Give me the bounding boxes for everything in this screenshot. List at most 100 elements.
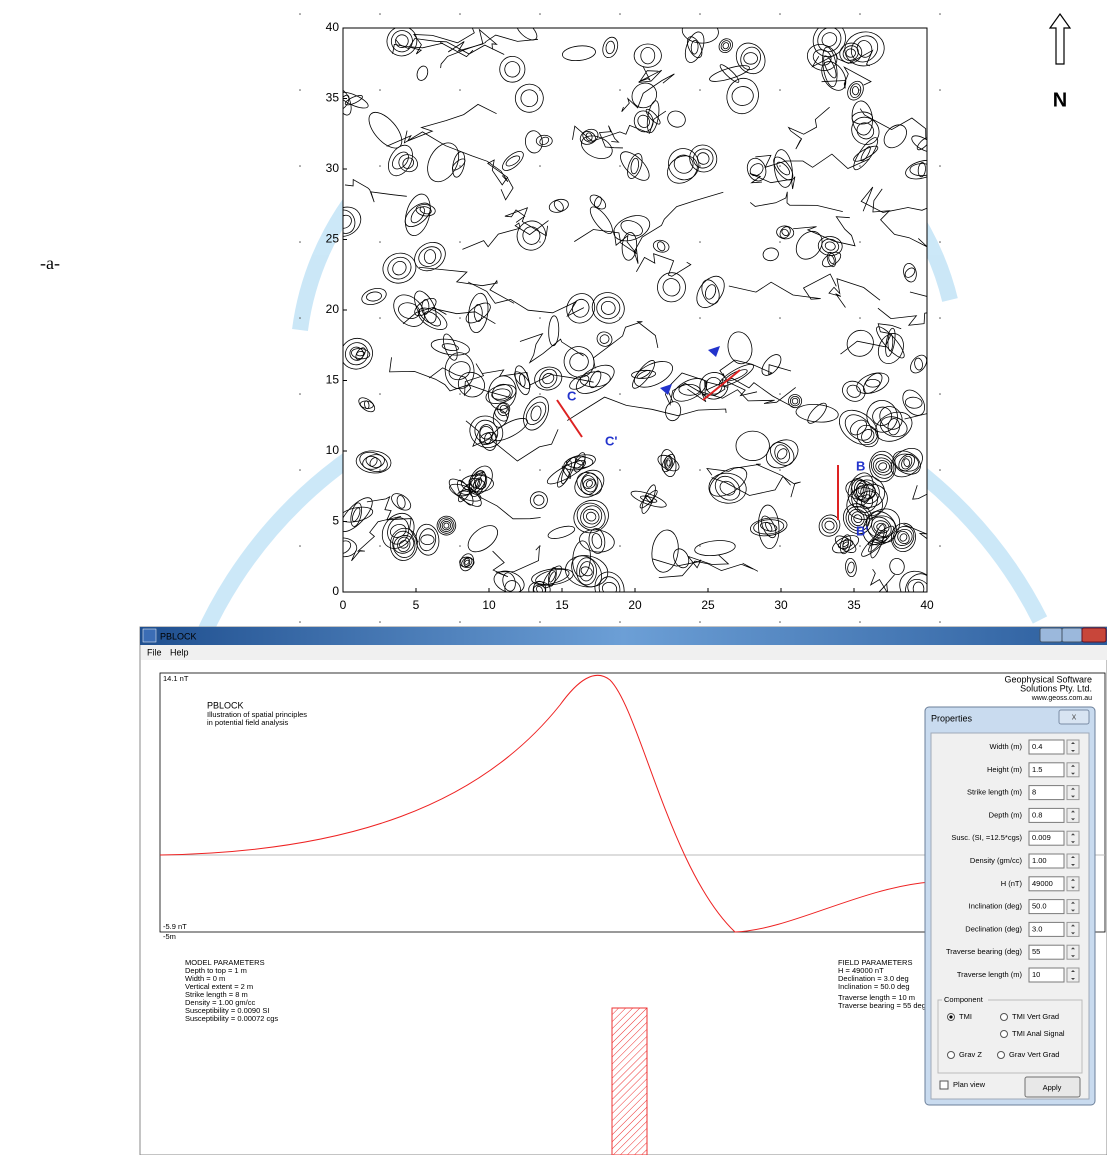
grid-dot	[299, 317, 301, 319]
y-tick-label: 0	[332, 584, 339, 598]
maximize-button[interactable]	[1062, 628, 1082, 642]
profile-label: C'	[605, 433, 617, 448]
grid-dot	[539, 13, 541, 15]
close-icon: x	[1072, 711, 1077, 721]
model-body	[612, 1008, 647, 1155]
menu-item[interactable]: Help	[170, 647, 189, 657]
grid-dot	[779, 621, 781, 623]
grid-dot	[939, 165, 941, 167]
parameter: Susceptibility = 0.00072 cgs	[185, 1014, 278, 1023]
x-tick-label: 5	[413, 598, 420, 612]
grid-dot	[619, 545, 621, 547]
grid-dot	[299, 393, 301, 395]
radio[interactable]	[1001, 1014, 1008, 1021]
page: -a- N BB'CC' PBLOCK FileHelp 14.1 nT -5.…	[0, 0, 1107, 1155]
radio[interactable]	[948, 1052, 955, 1059]
grid-dot	[299, 89, 301, 91]
grid-dot	[779, 317, 781, 319]
x-tick-label: 0	[340, 598, 347, 612]
x-tick-label: 20	[628, 598, 642, 612]
grid-dot	[859, 89, 861, 91]
plan-view-label: Plan view	[953, 1080, 986, 1089]
grid-dot	[699, 89, 701, 91]
apply-label: Apply	[1043, 1083, 1062, 1092]
grid-dot	[939, 621, 941, 623]
plan-view-checkbox[interactable]	[940, 1081, 948, 1089]
x-tick-label: 30	[774, 598, 788, 612]
grid-dot	[619, 241, 621, 243]
radio-label: TMI Anal Signal	[1012, 1029, 1065, 1038]
y-min-label: -5.9 nT	[163, 922, 187, 931]
field-label: Traverse bearing (deg)	[946, 947, 1023, 956]
grid-dot	[939, 13, 941, 15]
field-value: 3.0	[1032, 924, 1042, 933]
field-value: 50.0	[1032, 902, 1047, 911]
grid-dot	[539, 241, 541, 243]
grid-dot	[939, 89, 941, 91]
grid-dot	[459, 469, 461, 471]
grid-dot	[699, 621, 701, 623]
grid-dot	[539, 621, 541, 623]
field-label: Depth (m)	[989, 810, 1023, 819]
y-max-label: 14.1 nT	[163, 674, 189, 683]
field-value: 49000	[1032, 879, 1053, 888]
grid-dot	[619, 89, 621, 91]
field-label: Density (gm/cc)	[970, 856, 1023, 865]
radio-label: TMI	[959, 1012, 972, 1021]
title-bar	[140, 627, 1107, 645]
grid-dot	[619, 13, 621, 15]
grid-dot	[699, 241, 701, 243]
field-label: Inclination (deg)	[969, 902, 1023, 911]
close-button[interactable]	[1082, 628, 1106, 642]
y-tick-label: 30	[326, 161, 340, 175]
grid-dot	[299, 621, 301, 623]
x-tick-label: 10	[482, 598, 496, 612]
radio[interactable]	[998, 1052, 1005, 1059]
window-title: PBLOCK	[160, 631, 197, 641]
field-value: 10	[1032, 970, 1040, 979]
grid-dot	[699, 393, 701, 395]
menu-item[interactable]: File	[147, 647, 162, 657]
grid-dot	[859, 241, 861, 243]
grid-dot	[859, 545, 861, 547]
grid-dot	[619, 393, 621, 395]
grid-dot	[459, 545, 461, 547]
grid-dot	[939, 545, 941, 547]
grid-dot	[459, 241, 461, 243]
company: www.geoss.com.au	[1031, 695, 1092, 702]
grid-dot	[699, 545, 701, 547]
grid-dot	[539, 469, 541, 471]
grid-dot	[539, 393, 541, 395]
x-tick-label: 35	[847, 598, 861, 612]
field-label: Traverse length (m)	[957, 970, 1023, 979]
grid-dot	[859, 621, 861, 623]
y-tick-label: 10	[326, 443, 340, 457]
y-tick-label: 5	[332, 514, 339, 528]
field-value: 8	[1032, 788, 1036, 797]
north-label: N	[1053, 89, 1067, 111]
x-tick-label: 40	[920, 598, 934, 612]
field-value: 0.009	[1032, 833, 1051, 842]
x-tick-label: 15	[555, 598, 569, 612]
grid-dot	[779, 13, 781, 15]
grid-dot	[379, 545, 381, 547]
y-tick-label: 25	[326, 232, 340, 246]
field-label: H (nT)	[1001, 879, 1023, 888]
grid-dot	[699, 317, 701, 319]
grid-dot	[299, 469, 301, 471]
grid-dot	[779, 165, 781, 167]
grid-dot	[939, 393, 941, 395]
grid-dot	[299, 13, 301, 15]
grid-dot	[539, 317, 541, 319]
window-buttons	[1040, 628, 1106, 642]
grid-dot	[779, 89, 781, 91]
grid-dot	[379, 89, 381, 91]
grid-dot	[539, 89, 541, 91]
x-start-label: -5m	[163, 932, 176, 941]
radio[interactable]	[1001, 1031, 1008, 1038]
parameter: Traverse bearing = 55 deg	[838, 1001, 926, 1010]
grid-dot	[699, 13, 701, 15]
profile-label: B'	[856, 523, 868, 538]
component-title: Component	[944, 995, 984, 1004]
minimize-button[interactable]	[1040, 628, 1062, 642]
